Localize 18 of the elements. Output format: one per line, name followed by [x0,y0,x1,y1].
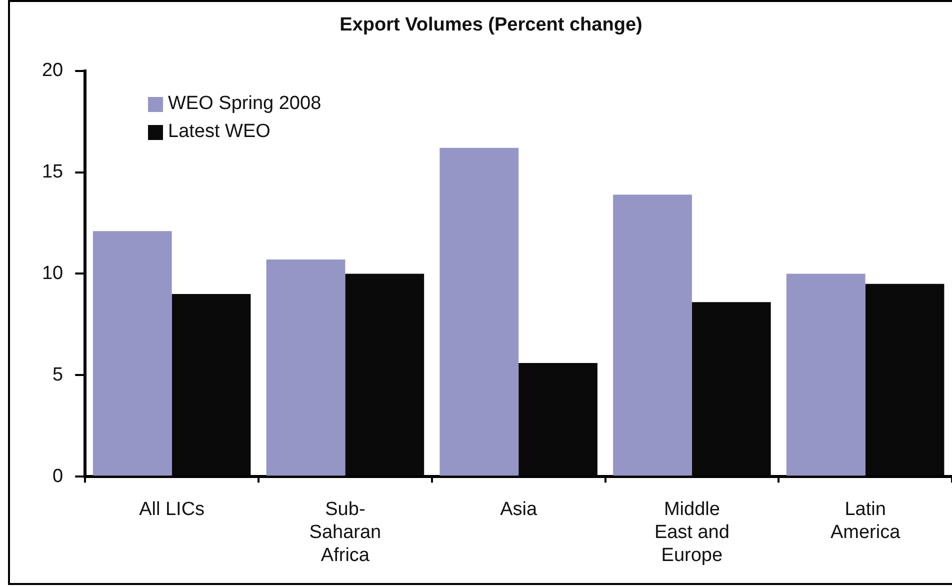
y-tick-label: 0 [52,466,64,487]
legend-label: WEO Spring 2008 [168,92,322,116]
x-tick-label: Latin America [830,499,901,544]
bar [266,259,346,476]
legend-label: Latest WEO [168,120,270,144]
x-tick-label: Asia [500,499,538,520]
x-tick-label: Middle East and Europe [654,499,730,566]
y-tick-label: 10 [42,262,64,284]
bar [92,231,172,476]
x-tick-label: All LICs [139,499,205,520]
y-tick-label: 20 [42,60,64,82]
bar [613,194,692,476]
x-tick-label: Sub-Saharan Africa [309,499,382,566]
y-tick-label: 5 [52,364,64,386]
chart-title: Export Volumes (Percent change) [340,14,642,36]
bar [786,274,866,476]
y-tick-label: 15 [42,161,64,182]
bar [440,148,519,476]
